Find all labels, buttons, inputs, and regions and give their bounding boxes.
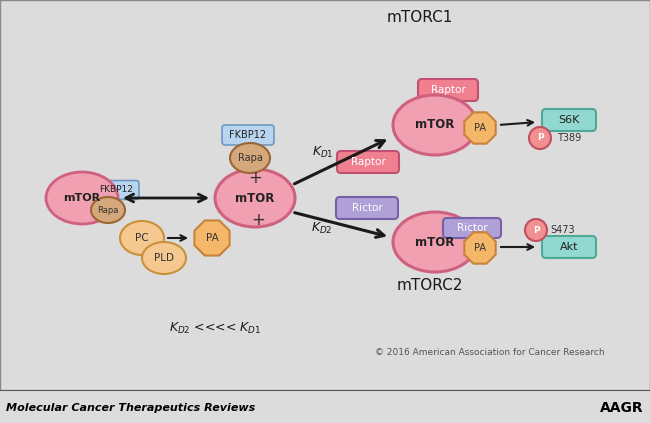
Text: Rapa: Rapa <box>237 153 263 163</box>
Ellipse shape <box>230 143 270 173</box>
Text: Rictor: Rictor <box>352 203 382 213</box>
FancyBboxPatch shape <box>443 218 501 238</box>
Text: Rictor: Rictor <box>456 223 488 233</box>
FancyBboxPatch shape <box>542 109 596 131</box>
Text: +: + <box>248 169 262 187</box>
Text: mTORC1: mTORC1 <box>387 11 453 25</box>
Text: P: P <box>533 225 540 234</box>
Text: Molecular Cancer Therapeutics Reviews: Molecular Cancer Therapeutics Reviews <box>6 403 255 413</box>
FancyBboxPatch shape <box>418 79 478 101</box>
FancyBboxPatch shape <box>93 181 139 200</box>
Polygon shape <box>464 112 496 144</box>
Text: PA: PA <box>205 233 218 243</box>
FancyBboxPatch shape <box>337 151 399 173</box>
Text: +: + <box>251 211 265 229</box>
Polygon shape <box>464 232 496 264</box>
Text: $K_{D1}$: $K_{D1}$ <box>312 144 334 159</box>
Text: PA: PA <box>474 123 486 133</box>
Text: $K_{D2}$ <<<< $K_{D1}$: $K_{D2}$ <<<< $K_{D1}$ <box>169 321 261 335</box>
FancyBboxPatch shape <box>542 236 596 258</box>
Text: Raptor: Raptor <box>430 85 465 95</box>
Text: mTOR: mTOR <box>235 192 275 204</box>
Ellipse shape <box>215 169 295 227</box>
Text: mTOR: mTOR <box>415 236 455 248</box>
Text: T389: T389 <box>557 133 581 143</box>
FancyBboxPatch shape <box>336 197 398 219</box>
Ellipse shape <box>142 242 186 274</box>
Text: PLD: PLD <box>154 253 174 263</box>
Text: $K_{D2}$: $K_{D2}$ <box>311 220 333 236</box>
Ellipse shape <box>91 197 125 223</box>
Text: S6K: S6K <box>558 115 580 125</box>
Text: PC: PC <box>135 233 149 243</box>
Text: © 2016 American Association for Cancer Research: © 2016 American Association for Cancer R… <box>375 348 604 357</box>
Text: S473: S473 <box>550 225 575 235</box>
Ellipse shape <box>120 221 164 255</box>
Text: AAGR: AAGR <box>601 401 644 415</box>
Polygon shape <box>194 220 229 255</box>
Ellipse shape <box>46 172 118 224</box>
Text: PA: PA <box>474 243 486 253</box>
Text: mTOR: mTOR <box>415 118 455 132</box>
Text: FKBP12: FKBP12 <box>99 186 133 195</box>
Text: Akt: Akt <box>560 242 578 252</box>
Ellipse shape <box>525 219 547 241</box>
Text: Raptor: Raptor <box>350 157 385 167</box>
Text: FKBP12: FKBP12 <box>229 130 266 140</box>
Ellipse shape <box>393 95 477 155</box>
Text: mTORC2: mTORC2 <box>396 277 463 292</box>
FancyBboxPatch shape <box>222 125 274 145</box>
Text: Rapa: Rapa <box>98 206 119 214</box>
Ellipse shape <box>529 127 551 149</box>
Text: P: P <box>537 134 543 143</box>
Text: mTOR: mTOR <box>64 193 101 203</box>
Ellipse shape <box>393 212 477 272</box>
